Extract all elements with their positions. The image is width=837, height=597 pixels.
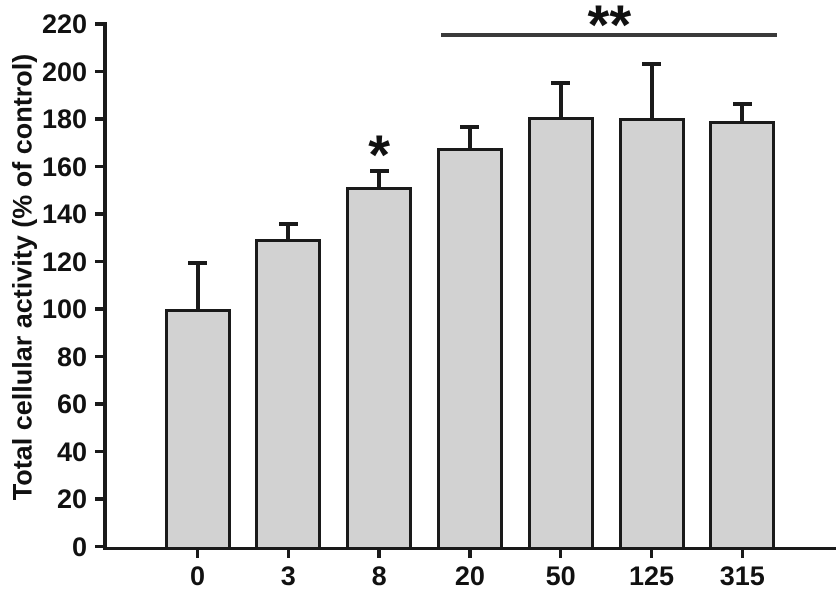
y-axis-tick	[95, 259, 103, 264]
bar	[709, 121, 776, 550]
significance-star: *	[368, 123, 390, 187]
significance-double-star: **	[587, 0, 632, 56]
x-axis-tick	[558, 549, 563, 558]
x-axis-tick	[377, 549, 381, 558]
significance-line	[441, 33, 778, 37]
y-axis-tick-label: 140	[41, 199, 87, 229]
y-axis-tick	[95, 354, 103, 359]
y-axis-tick-label: 100	[41, 294, 87, 324]
error-bar-cap	[369, 169, 389, 174]
y-axis-tick-label: 160	[41, 151, 87, 182]
x-axis-tick	[649, 549, 654, 558]
y-axis-tick	[95, 497, 103, 501]
error-bar-cap	[551, 81, 571, 86]
y-axis-tick	[95, 544, 103, 549]
x-axis-tick-label: 315	[719, 561, 765, 591]
y-axis-tick	[95, 69, 103, 74]
error-bar-stem	[740, 103, 745, 124]
y-axis-tick-label: 40	[56, 436, 87, 467]
x-axis-tick	[740, 549, 745, 558]
y-axis-line	[103, 22, 107, 550]
x-axis-tick-label: 8	[371, 561, 387, 591]
error-bar-cap	[732, 101, 752, 106]
y-axis-tick-label: 80	[56, 341, 87, 372]
y-axis-tick	[95, 164, 103, 169]
error-bar-cap	[188, 260, 207, 265]
y-axis-tick	[95, 22, 103, 26]
y-axis-tick	[95, 449, 103, 454]
y-axis-tick-label: 60	[56, 389, 87, 419]
y-axis-tick-label: 180	[41, 104, 87, 134]
bar	[618, 117, 685, 550]
x-axis-tick	[468, 549, 472, 558]
bar	[346, 186, 413, 550]
bar	[255, 238, 322, 550]
y-axis-tick	[95, 307, 103, 311]
y-axis-tick-label: 200	[41, 56, 87, 87]
error-bar-stem	[649, 64, 654, 120]
error-bar-cap	[642, 62, 661, 67]
x-axis-tick	[286, 549, 291, 558]
x-axis-tick-label: 3	[280, 561, 296, 591]
y-axis-tick-label: 20	[56, 484, 87, 514]
x-axis-tick-label: 20	[454, 561, 485, 591]
error-bar-cap	[460, 125, 480, 130]
error-bar-stem	[195, 262, 200, 311]
error-bar-cap	[278, 221, 298, 226]
error-bar-stem	[286, 223, 291, 241]
error-bar-stem	[558, 83, 563, 119]
x-axis-tick-label: 125	[628, 561, 675, 591]
bar	[436, 147, 503, 550]
y-axis-tick-label: 120	[41, 246, 87, 277]
error-bar-stem	[377, 171, 382, 189]
y-axis-tick	[95, 212, 103, 216]
bar	[164, 309, 231, 550]
x-axis-tick	[195, 549, 200, 558]
x-axis-tick-label: 50	[545, 561, 576, 591]
y-axis-tick-label: 220	[41, 9, 87, 39]
y-axis-tick-label: 0	[71, 531, 87, 562]
error-bar-stem	[467, 127, 472, 150]
y-axis-tick	[95, 117, 103, 121]
y-axis-tick	[95, 402, 103, 406]
bar	[527, 116, 594, 550]
x-axis-tick-label: 0	[189, 561, 206, 591]
